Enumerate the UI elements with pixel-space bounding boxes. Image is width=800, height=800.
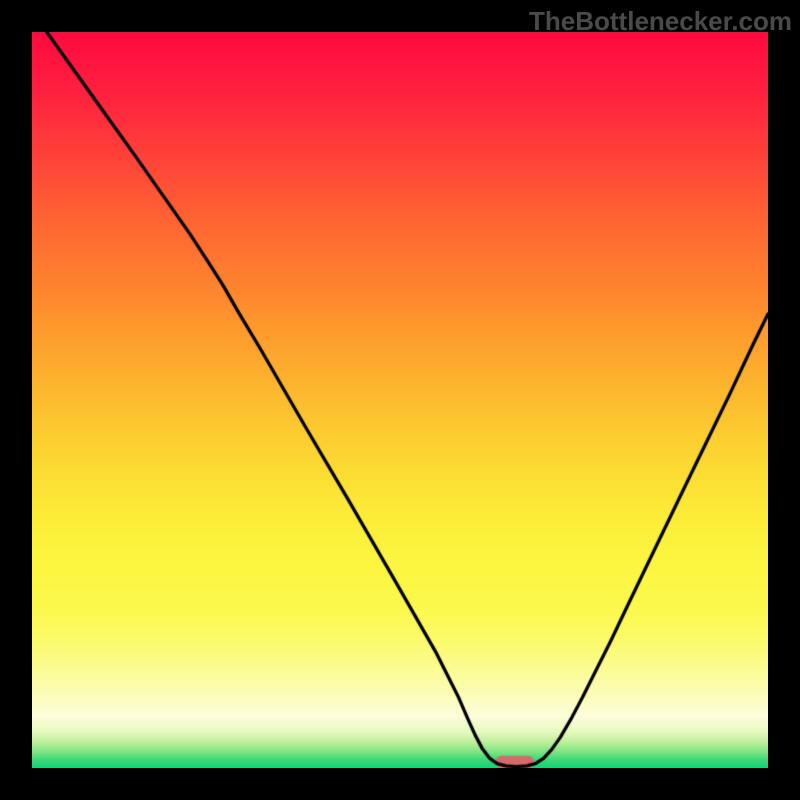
- plot-area: [32, 32, 768, 768]
- bottleneck-curve-layer: [32, 32, 768, 768]
- chart-root: TheBottlenecker.com: [0, 0, 800, 800]
- watermark-label: TheBottlenecker.com: [529, 6, 792, 37]
